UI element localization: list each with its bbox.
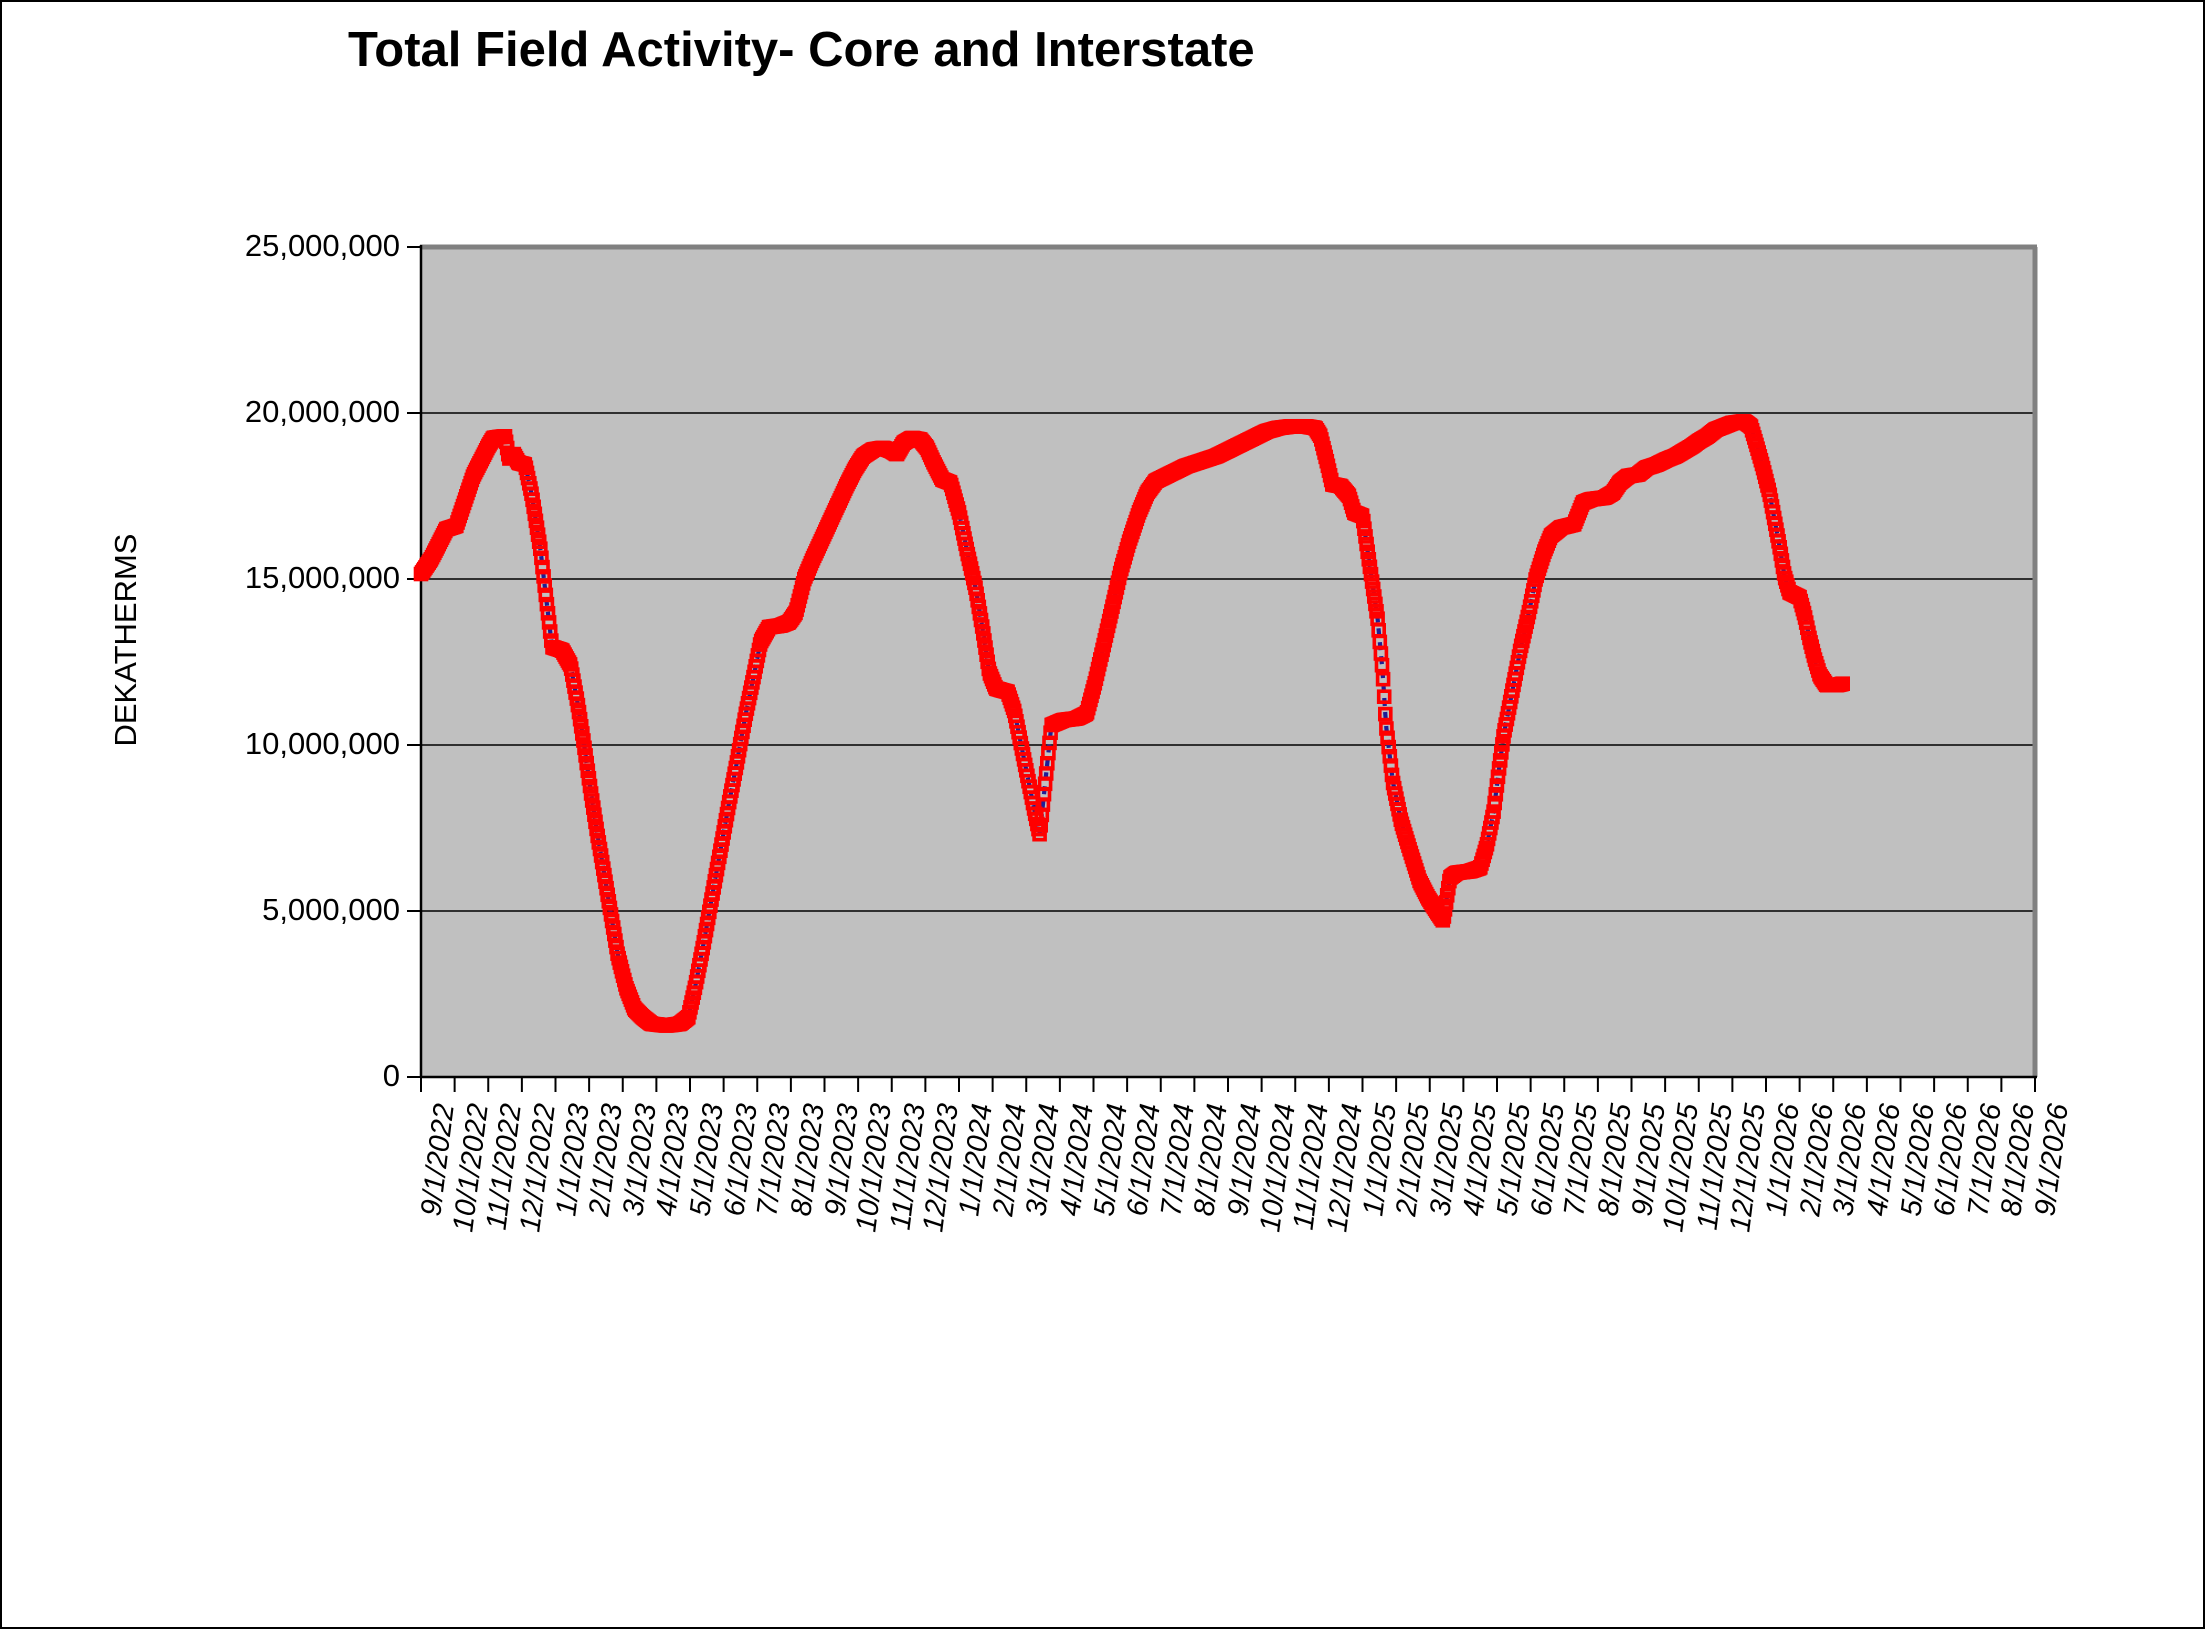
data-point-marker bbox=[532, 541, 548, 557]
data-point-marker bbox=[1495, 737, 1510, 752]
data-point-marker bbox=[581, 770, 597, 786]
y-axis-tick-label: 25,000,000 bbox=[244, 228, 400, 263]
y-axis-tick-label: 20,000,000 bbox=[244, 394, 400, 429]
data-point-marker bbox=[1356, 513, 1371, 529]
data-point-marker bbox=[1494, 745, 1509, 760]
data-point-marker bbox=[1491, 761, 1507, 776]
data-point-marker bbox=[579, 755, 595, 771]
data-point-marker bbox=[1490, 769, 1506, 785]
data-point-marker bbox=[1361, 551, 1377, 567]
data-point-marker bbox=[1357, 521, 1372, 537]
data-point-marker bbox=[577, 740, 592, 756]
data-point-marker bbox=[1364, 574, 1380, 589]
plot-background bbox=[421, 247, 2035, 1077]
data-point-marker bbox=[1369, 603, 1384, 619]
data-point-marker bbox=[1360, 544, 1375, 560]
data-point-marker bbox=[578, 748, 593, 763]
data-point-marker bbox=[1835, 676, 1850, 692]
data-point-marker bbox=[1367, 589, 1382, 604]
data-point-marker bbox=[1376, 689, 1392, 705]
data-point-marker bbox=[1032, 826, 1047, 842]
data-point-marker bbox=[1378, 706, 1393, 722]
data-point-marker bbox=[1368, 596, 1383, 612]
data-point-marker bbox=[540, 605, 556, 621]
data-point-marker bbox=[1374, 657, 1390, 673]
data-point-marker bbox=[541, 615, 557, 630]
data-point-marker bbox=[536, 569, 551, 584]
chart-title: Total Field Activity- Core and Interstat… bbox=[348, 23, 1255, 77]
data-point-marker bbox=[1362, 559, 1378, 575]
data-point-marker bbox=[1487, 795, 1502, 811]
data-point-marker bbox=[1492, 753, 1508, 768]
data-point-marker bbox=[1489, 778, 1505, 793]
data-point-marker bbox=[582, 778, 598, 794]
y-axis-tick-label: 5,000,000 bbox=[262, 892, 400, 927]
y-axis-tick-label: 0 bbox=[382, 1058, 400, 1093]
data-point-marker bbox=[1358, 529, 1373, 544]
data-point-marker bbox=[1363, 566, 1379, 582]
y-axis-tick-label: 15,000,000 bbox=[244, 560, 400, 595]
data-point-marker bbox=[1488, 786, 1504, 802]
data-point-marker bbox=[1486, 804, 1501, 819]
data-point-marker bbox=[1365, 581, 1381, 597]
data-point-marker bbox=[1359, 536, 1374, 552]
y-axis-tick-label: 10,000,000 bbox=[244, 726, 400, 761]
data-point-marker bbox=[580, 763, 596, 779]
data-point-marker bbox=[1375, 671, 1391, 687]
data-point-marker bbox=[542, 624, 558, 639]
data-point-marker bbox=[539, 596, 555, 612]
series-marker-group bbox=[413, 414, 1850, 1033]
data-point-marker bbox=[1384, 767, 1400, 783]
